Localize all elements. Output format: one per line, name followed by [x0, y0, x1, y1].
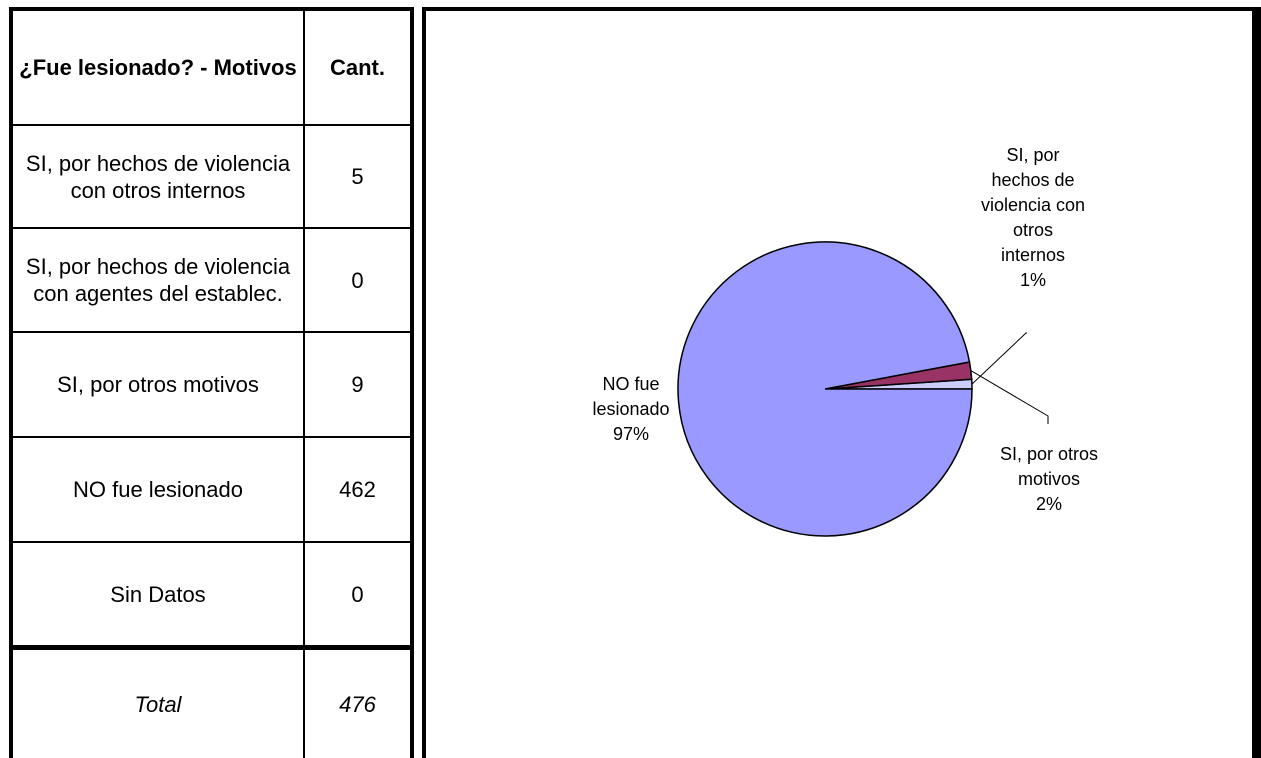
data-table: ¿Fue lesionado? - Motivos Cant. SI, por … — [9, 7, 414, 758]
leader-otros-motivos — [970, 370, 1049, 424]
header-motivos: ¿Fue lesionado? - Motivos — [13, 11, 303, 124]
pie-chart: SI, por hechos de violencia con otros intern… — [592, 145, 1098, 537]
label-otros-motivos: SI, por otros motivos 2% — [1000, 444, 1098, 514]
row-value-no-lesionado: 462 — [305, 438, 410, 541]
chart-panel: SI, por hechos de violencia con otros intern… — [422, 7, 1261, 758]
row-label-otros-internos: SI, por hechos de violencia con otros in… — [13, 126, 303, 227]
label-otros-internos: SI, por hechos de violencia con otros intern… — [981, 145, 1085, 290]
chart-area: SI, por hechos de violencia con otros intern… — [426, 11, 1252, 758]
row-label-no-lesionado: NO fue lesionado — [13, 438, 303, 541]
row-value-sin-datos: 0 — [305, 543, 410, 645]
row-label-otros-motivos: SI, por otros motivos — [13, 333, 303, 436]
row-label-agentes: SI, por hechos de violencia con agentes … — [13, 229, 303, 331]
label-no-lesionado: NO fue lesionado 97% — [592, 374, 669, 444]
row-label-sin-datos: Sin Datos — [13, 543, 303, 645]
row-value-otros-motivos: 9 — [305, 333, 410, 436]
row-label-total: Total — [13, 650, 303, 758]
slice-no-lesionado — [677, 241, 973, 537]
row-value-agentes: 0 — [305, 229, 410, 331]
row-value-otros-internos: 5 — [305, 126, 410, 227]
header-cant: Cant. — [305, 11, 410, 124]
row-value-total: 476 — [305, 650, 410, 758]
leader-otros-internos — [971, 332, 1027, 385]
